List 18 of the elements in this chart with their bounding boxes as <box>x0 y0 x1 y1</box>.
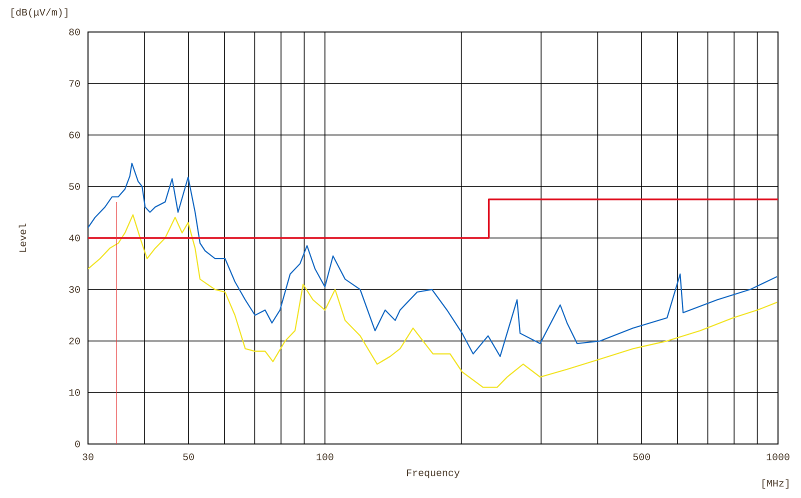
x-tick-label: 50 <box>183 453 194 460</box>
y-tick-label: 30 <box>69 286 80 293</box>
x-tick-label: 100 <box>316 453 334 460</box>
y-tick-label: 50 <box>69 183 80 190</box>
text: [dB(μV/m)] <box>12 8 68 18</box>
x-axis-title: Frequency <box>407 470 460 478</box>
x-tick-label: 30 <box>82 453 94 460</box>
y-axis-title: Level <box>18 224 26 252</box>
x-tick-label: 1000 <box>766 453 790 460</box>
text: [MHz] <box>762 479 788 489</box>
y-tick-label: 80 <box>69 28 80 36</box>
x-tick-label: 500 <box>633 453 650 460</box>
y-tick-label: 40 <box>69 234 80 242</box>
y-tick-label: 0 <box>75 440 80 448</box>
y-tick-label: 60 <box>69 132 80 138</box>
y-tick-label: 10 <box>69 389 80 396</box>
y-tick-label: 70 <box>69 80 80 87</box>
y-tick-label: 20 <box>69 338 80 344</box>
